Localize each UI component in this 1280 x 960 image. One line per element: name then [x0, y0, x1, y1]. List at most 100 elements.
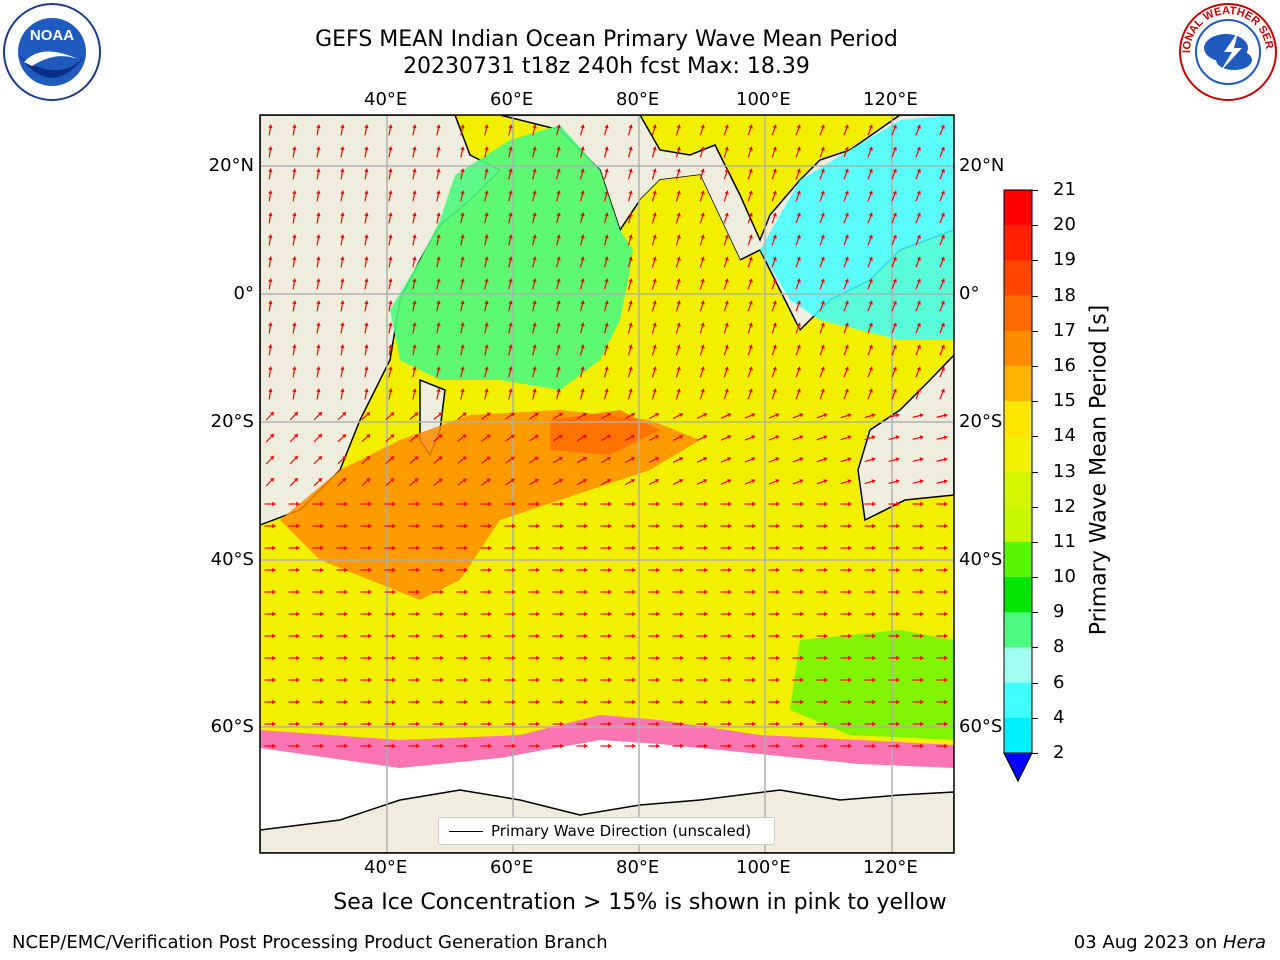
- wave-arrow-head: [608, 545, 612, 551]
- wave-arrow-head: [676, 190, 681, 195]
- wave-arrow-head: [824, 633, 828, 639]
- lon-label-top: 80°E: [616, 89, 660, 110]
- wave-arrow-head: [464, 567, 468, 573]
- lat-label-right: 20°S: [959, 411, 1003, 432]
- wave-arrow-head: [872, 633, 876, 639]
- wave-arrow-head: [416, 501, 420, 507]
- wave-arrow-head: [293, 434, 298, 439]
- wave-arrow-head: [560, 699, 564, 705]
- lon-label-top: 100°E: [736, 89, 791, 110]
- footer-host: Hera: [1222, 932, 1266, 953]
- noaa-logo-text: NOAA: [30, 27, 74, 44]
- wave-arrow-head: [412, 256, 417, 261]
- wave-arrow-head: [488, 501, 492, 507]
- wave-arrow-head: [700, 212, 705, 217]
- wave-arrow-head: [703, 478, 707, 484]
- wave-arrow-head: [868, 366, 873, 371]
- wave-arrow-head: [940, 344, 946, 349]
- wave-arrow-head: [436, 124, 441, 129]
- wave-arrow-head: [536, 699, 540, 705]
- colorbar-tick-mark: [1032, 295, 1038, 297]
- wave-arrow-head: [460, 300, 465, 305]
- wave-arrow-head: [580, 124, 585, 129]
- wave-arrow-head: [344, 589, 348, 595]
- wave-arrow-head: [608, 699, 612, 705]
- wave-arrow-head: [704, 677, 708, 683]
- wave-arrow-head: [292, 366, 297, 371]
- wave-arrow-head: [606, 434, 611, 439]
- wave-arrow-head: [460, 388, 465, 393]
- wave-arrow-head: [940, 300, 946, 305]
- wave-arrow-head: [296, 611, 300, 617]
- wave-arrow-head: [632, 699, 636, 705]
- wave-arrow-head: [272, 545, 276, 551]
- wave-arrow-head: [796, 322, 801, 327]
- wave-arrow-head: [484, 366, 489, 371]
- wave-arrow-head: [824, 589, 828, 595]
- wave-arrow-head: [752, 545, 756, 551]
- wave-arrow-head: [340, 124, 345, 129]
- lon-label-top: 60°E: [490, 89, 534, 110]
- wave-arrow-head: [272, 611, 276, 617]
- wave-arrow-head: [844, 388, 849, 393]
- colorbar-tick-mark: [1032, 682, 1038, 684]
- wave-arrow-head: [776, 567, 780, 573]
- wave-arrow-head: [536, 655, 540, 661]
- wave-arrow-head: [508, 322, 513, 327]
- wave-arrow-head: [556, 234, 561, 239]
- wave-arrow-head: [776, 699, 780, 705]
- wave-arrow-head: [920, 567, 924, 573]
- wave-arrow-head: [892, 256, 898, 261]
- wave-arrow-head: [390, 478, 395, 483]
- wave-arrow-head: [272, 721, 276, 727]
- wave-arrow-head: [728, 589, 732, 595]
- wave-arrow-head: [342, 456, 347, 461]
- wave-arrow-head: [796, 212, 801, 217]
- wave-arrow-head: [728, 567, 732, 573]
- wave-arrow-head: [364, 322, 369, 327]
- wave-arrow-head: [532, 256, 537, 261]
- wave-arrow-head: [316, 344, 321, 349]
- wave-arrow-head: [896, 633, 900, 639]
- colorbar-segment: [1004, 506, 1032, 543]
- wave-arrow-head: [700, 322, 705, 327]
- wave-arrow-head: [680, 567, 684, 573]
- wave-arrow-head: [892, 344, 898, 349]
- wave-arrow-head: [344, 501, 348, 507]
- wave-arrow-head: [680, 743, 684, 749]
- nws-logo-icon: NATIONAL WEATHER SERVICE: [1174, 0, 1278, 102]
- wave-arrow-head: [316, 278, 321, 283]
- wave-arrow-head: [293, 412, 298, 417]
- wave-arrow-head: [656, 743, 660, 749]
- wave-arrow-head: [868, 234, 873, 239]
- wave-arrow-head: [532, 234, 537, 239]
- wave-arrow-head: [748, 168, 753, 173]
- wave-arrow-head: [320, 545, 324, 551]
- wave-arrow-head: [724, 190, 729, 195]
- wave-arrow-head: [344, 567, 348, 573]
- wave-arrow-head: [920, 677, 924, 683]
- colorbar-segment: [1004, 612, 1032, 648]
- wave-arrow-head: [556, 300, 561, 305]
- wave-arrow-head: [632, 743, 636, 749]
- wave-arrow-head: [919, 457, 924, 462]
- wave-arrow-head: [510, 478, 515, 483]
- wave-arrow-head: [704, 501, 708, 507]
- colorbar-segment: [1004, 365, 1032, 402]
- wave-arrow-head: [799, 479, 804, 484]
- colorbar-tick-mark: [1032, 647, 1038, 649]
- wave-arrow-head: [560, 501, 564, 507]
- wave-arrow-head: [296, 523, 300, 529]
- wave-arrow-head: [940, 322, 946, 327]
- colorbar-segment: [1004, 295, 1032, 332]
- wave-arrow-head: [896, 545, 900, 551]
- wave-arrow-head: [704, 699, 708, 705]
- wave-arrow-head: [558, 412, 563, 417]
- wave-arrow-head: [799, 435, 804, 440]
- wave-arrow-head: [344, 633, 348, 639]
- wave-arrow-head: [654, 478, 659, 484]
- wave-arrow-head: [296, 721, 300, 727]
- wave-arrow-head: [584, 567, 588, 573]
- wave-arrow-head: [316, 190, 321, 195]
- wave-arrow-head: [560, 721, 564, 727]
